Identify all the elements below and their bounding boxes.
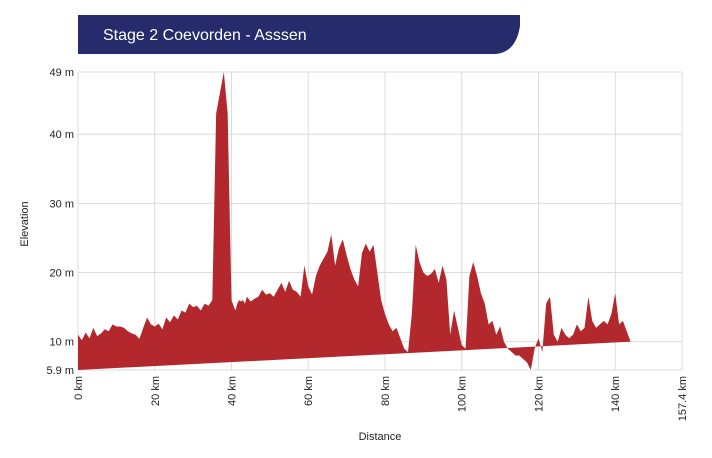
elevation-area (78, 72, 631, 370)
y-tick-label-2: 20 m (50, 268, 74, 280)
y-tick-label-1: 10 m (50, 337, 74, 349)
y-tick-label-4: 40 m (50, 129, 74, 141)
x-tick-label-3: 60 km (303, 376, 315, 406)
x-tick-label-5: 100 km (457, 376, 469, 412)
y-axis-ticks: 5.9 m 10 m 20 m 30 m 40 m 49 m (46, 67, 74, 377)
y-axis-title: Elevation (19, 201, 31, 246)
y-tick-label-0: 5.9 m (46, 365, 74, 377)
y-tick-label-3: 30 m (50, 198, 74, 210)
x-axis-title: Distance (359, 431, 402, 443)
x-tick-label-4: 80 km (380, 376, 392, 406)
title-banner (78, 15, 520, 54)
x-axis-ticks: 0 km 20 km 40 km 60 km 80 km 100 km 120 km 140 … (73, 376, 689, 421)
x-tick-label-2: 40 km (226, 376, 238, 406)
x-tick-label-7: 140 km (610, 376, 622, 412)
x-tick-label-8: 157.4 km (677, 376, 689, 421)
x-tick-label-6: 120 km (533, 376, 545, 412)
chart-title: Stage 2 Coevorden - Asssen (103, 27, 307, 44)
x-tick-label-1: 20 km (150, 376, 162, 406)
y-tick-label-5: 49 m (50, 67, 74, 79)
x-tick-label-0: 0 km (73, 376, 85, 400)
